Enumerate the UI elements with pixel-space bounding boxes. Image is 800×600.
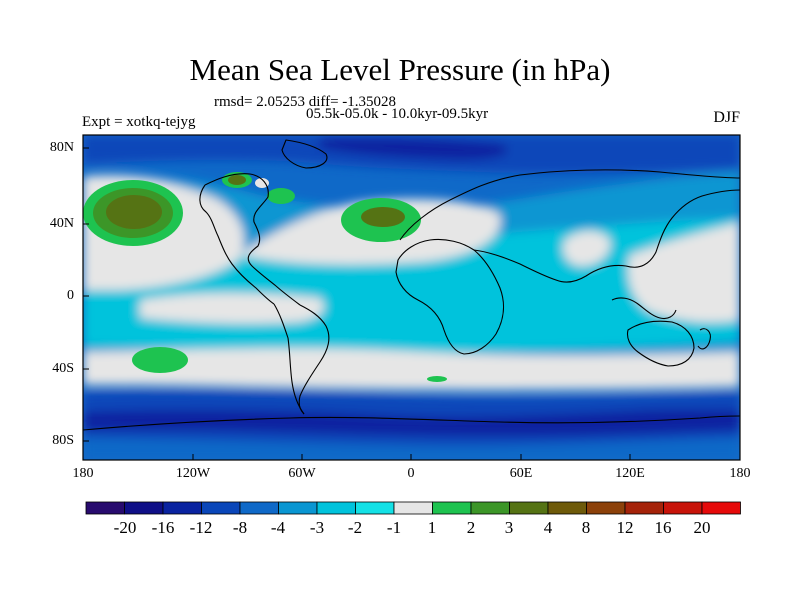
field-southern-dark <box>83 409 740 436</box>
colorbar-swatch <box>470 501 510 515</box>
colorbar-swatch <box>355 501 395 515</box>
coast-south-america-west <box>273 303 305 415</box>
coast-australia <box>626 320 695 367</box>
colorbar-swatch <box>586 501 626 515</box>
coast-indonesia <box>611 297 677 320</box>
lon-tick-label: 180 <box>72 466 94 481</box>
anomaly-cell-natlantic <box>341 198 421 242</box>
coast-greenland <box>281 139 328 169</box>
lon-tick-label: 60E <box>509 466 533 481</box>
colorbar-label: -1 <box>386 518 402 537</box>
colorbar-swatch <box>701 501 741 515</box>
colorbar-label: 8 <box>581 518 591 537</box>
lat-tick-label: 80N <box>49 140 74 155</box>
map-title: Mean Sea Level Pressure (in hPa) <box>189 52 611 87</box>
axis-ticks <box>82 147 741 460</box>
coastlines <box>83 139 740 431</box>
colorbar-swatch <box>85 501 125 515</box>
coast-north-america-west <box>199 184 275 305</box>
colorbar-swatch <box>663 501 703 515</box>
lon-tick-label: 180 <box>729 466 751 481</box>
lat-tick-label: 40N <box>49 216 74 231</box>
colorbar-label: 3 <box>504 518 514 537</box>
colorbar <box>85 501 741 515</box>
anomaly-cell-npacific <box>83 180 183 246</box>
coast-antarctica <box>83 415 740 431</box>
field-grey-south <box>83 348 740 389</box>
period-label: 05.5k-05.0k - 10.0kyr-09.5kyr <box>306 106 489 122</box>
colorbar-label: 12 <box>616 518 634 537</box>
lat-tick-label: 0 <box>67 288 74 303</box>
colorbar-label: -20 <box>113 518 137 537</box>
colorbar-swatch <box>239 501 279 515</box>
field-antarctic <box>83 438 740 460</box>
coast-new-zealand <box>697 328 711 350</box>
lat-tick-label: 80S <box>52 433 74 448</box>
colorbar-label: 20 <box>693 518 711 537</box>
lon-tick-label: 0 <box>407 466 415 481</box>
coast-asia-south <box>473 189 740 283</box>
colorbar-swatch <box>547 501 587 515</box>
colorbar-label: -8 <box>232 518 248 537</box>
field-arctic-dark <box>320 137 508 160</box>
colorbar-swatch <box>124 501 164 515</box>
lon-tick-label: 120E <box>615 466 645 481</box>
colorbar-swatch <box>624 501 664 515</box>
experiment-label: Expt = xotkq-tejyg <box>82 114 196 130</box>
rmsd-diff-label: rmsd= 2.05253 diff= -1.35028 <box>214 94 397 110</box>
colorbar-label: -3 <box>309 518 325 537</box>
coast-eurasia-north <box>399 169 740 241</box>
field-grey-eqpacific <box>140 293 324 324</box>
field-grey-asia <box>563 231 611 266</box>
anomaly-cell-satlantic <box>427 376 447 382</box>
colorbar-label: -16 <box>151 518 175 537</box>
coast-north-america <box>204 173 301 306</box>
colorbar-swatch <box>393 501 433 515</box>
colorbar-label: 4 <box>543 518 553 537</box>
field-grey-wpacific <box>628 222 740 323</box>
lat-tick-label: 40S <box>52 361 74 376</box>
colorbar-swatch <box>162 501 202 515</box>
lon-tick-label: 120W <box>175 466 211 481</box>
colorbar-label: 2 <box>466 518 476 537</box>
colorbar-swatch <box>278 501 318 515</box>
colorbar-label: -12 <box>189 518 213 537</box>
colorbar-label: -2 <box>347 518 363 537</box>
coast-africa <box>395 238 505 355</box>
colorbar-swatch <box>432 501 472 515</box>
colorbar-swatch <box>201 501 241 515</box>
colorbar-swatch <box>316 501 356 515</box>
anomaly-cell-spacific <box>132 347 188 373</box>
season-label: DJF <box>713 109 740 126</box>
lon-tick-label: 60W <box>288 466 316 481</box>
colorbar-label: 16 <box>654 518 672 537</box>
colorbar-label: -4 <box>270 518 286 537</box>
coast-south-america-east <box>298 304 330 415</box>
colorbar-swatch <box>509 501 549 515</box>
pressure-field <box>83 135 740 460</box>
colorbar-label: 1 <box>427 518 437 537</box>
